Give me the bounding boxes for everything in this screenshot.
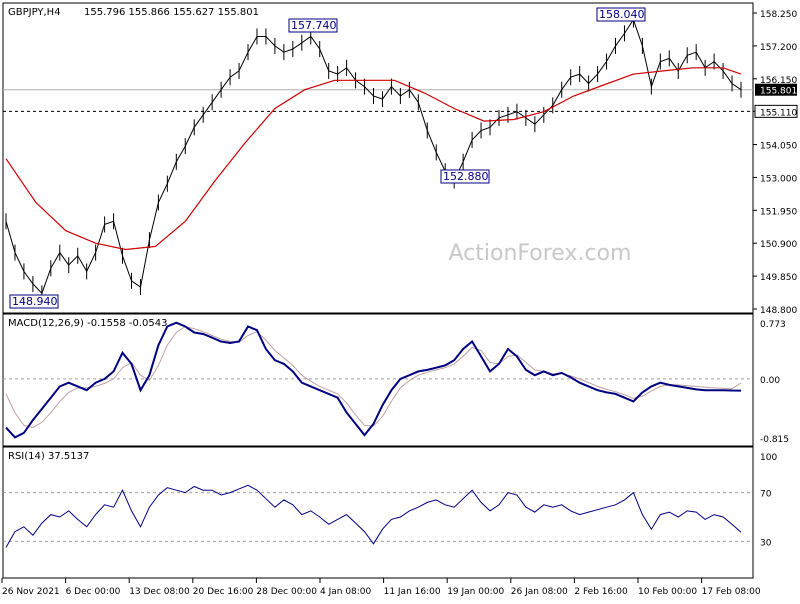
price-tick-label: 157.200 [760, 43, 797, 53]
price-tick-label: 156.150 [760, 76, 797, 86]
x-tick-label: 28 Dec 00:00 [256, 587, 317, 597]
x-tick-label: 19 Jan 00:00 [447, 587, 504, 597]
annotation-box [288, 18, 338, 33]
macd-zero-tag [755, 372, 797, 385]
x-tick-label: 10 Feb 00:00 [638, 587, 697, 597]
axis-layer: 158.250 157.200 156.150 155.110 154.050 153.0… [1, 10, 798, 597]
price-tick-label: 149.850 [760, 273, 797, 283]
price-tick-label: 150.900 [760, 240, 797, 250]
price-header-ohlc: 155.796 155.866 155.627 155.801 [84, 7, 259, 18]
price-tick-label: 153.000 [760, 174, 797, 184]
macd-signal-line [5, 325, 742, 429]
level-price-tag [754, 104, 798, 118]
macd-zero-tag-text: 0.00 [760, 376, 780, 386]
level-price-tag-text: 155.110 [760, 108, 797, 118]
annotation-label: 152.880 [440, 169, 490, 184]
macd-line [5, 321, 742, 439]
rsi-layer [3, 484, 753, 548]
moving-average-line [5, 67, 742, 251]
annotation-label: 157.740 [288, 18, 338, 33]
x-tick-label: 20 Dec 16:00 [193, 587, 254, 597]
current-price-tag [755, 83, 797, 96]
current-price-tag-text: 155.801 [760, 87, 797, 97]
x-tick-label: 17 Feb 08:00 [702, 587, 761, 597]
macd-title: MACD(12,26,9) -0.1558 -0.0543 [8, 318, 168, 329]
macd-tick-label: 0.773 [760, 320, 786, 330]
macd-tick-label: -0.815 [760, 435, 789, 445]
annotation-text: 152.880 [443, 170, 489, 183]
rsi-title: RSI(14) 37.5137 [8, 451, 89, 462]
x-tick-label: 26 Jan 08:00 [511, 587, 568, 597]
x-tick-label: 11 Jan 16:00 [384, 587, 441, 597]
rsi-tick-label: 30 [760, 538, 772, 548]
price-tick-label: 154.050 [760, 142, 797, 152]
price-tick-label: 151.950 [760, 207, 797, 217]
watermark: ActionForex.com [449, 241, 632, 266]
annotation-box [9, 294, 59, 309]
price-tick-label: 148.800 [760, 306, 797, 316]
annotation-text: 157.740 [291, 19, 337, 32]
x-tick-label: 26 Nov 2021 [2, 587, 60, 597]
annotation-label: 148.940 [9, 294, 59, 309]
rsi-line [5, 484, 742, 548]
macd-panel-frame[interactable] [2, 313, 754, 447]
annotation-box [440, 169, 490, 184]
rsi-tick-label: 70 [760, 490, 772, 500]
x-tick-label: 13 Dec 08:00 [129, 587, 190, 597]
annotation-text: 158.040 [599, 8, 645, 21]
rsi-panel-frame[interactable] [2, 446, 754, 579]
x-tick-label: 6 Dec 00:00 [66, 587, 121, 597]
annotation-box [596, 7, 646, 22]
price-header-symbol: GBPJPY,H4 [8, 7, 61, 18]
annotation-text: 148.940 [12, 295, 58, 308]
x-tick-label: 2 Feb 16:00 [574, 587, 628, 597]
price-panel-frame[interactable] [2, 2, 754, 314]
macd-layer [3, 321, 753, 439]
x-tick-label: 4 Jan 08:00 [320, 587, 372, 597]
rsi-tick-label: 100 [760, 453, 777, 463]
annotation-label: 158.040 [596, 7, 646, 22]
price-layer: 148.940 157.740 152.880 158.040 [3, 7, 753, 309]
price-tick-label: 158.250 [760, 10, 797, 20]
